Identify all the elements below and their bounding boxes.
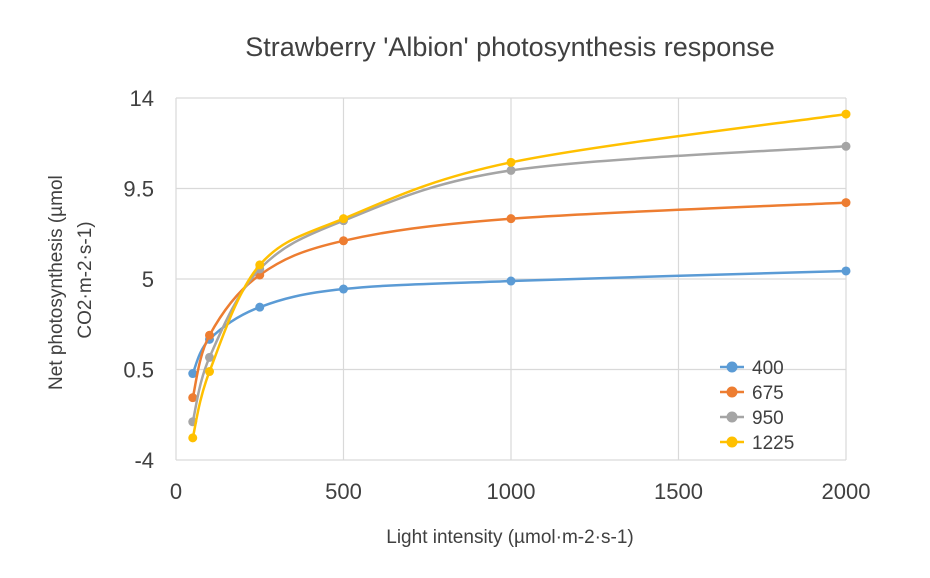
data-point-400 <box>506 276 516 286</box>
series-line-675 <box>191 201 847 398</box>
series-line-1225 <box>191 112 847 439</box>
x-tick-label: 1500 <box>654 479 703 504</box>
y-axis-title-line-2: CO2·m-2·s-1) <box>75 221 96 338</box>
x-tick-label: 0 <box>170 479 182 504</box>
legend-label-675: 675 <box>752 383 784 404</box>
data-point-400 <box>188 369 198 379</box>
data-point-1225 <box>205 367 214 377</box>
data-point-1225 <box>506 157 516 167</box>
data-point-400 <box>339 284 348 294</box>
legend-label-950: 950 <box>752 408 784 429</box>
x-axis-ticks: 0 500 1000 1500 2000 <box>170 479 871 504</box>
data-point-1225 <box>255 260 265 270</box>
y-axis-ticks: 14 9.5 5 0.5 -4 <box>123 86 154 473</box>
data-point-1225 <box>188 433 198 443</box>
chart-title: Strawberry 'Albion' photosynthesis respo… <box>245 32 775 62</box>
x-tick-label: 1000 <box>487 479 536 504</box>
data-point-675 <box>205 330 214 340</box>
data-point-950 <box>506 165 516 175</box>
series-line-950 <box>191 145 847 423</box>
y-axis-title: Net photosynthesis (µmol CO2·m-2·s-1) <box>46 170 96 390</box>
data-point-675 <box>188 393 198 403</box>
legend-marker-400 <box>726 361 738 373</box>
y-axis-title-line-1: Net photosynthesis (µmol <box>46 175 67 390</box>
series-layer <box>188 109 851 443</box>
data-point-1225 <box>339 214 348 224</box>
legend: 400 675 950 1225 <box>720 358 794 454</box>
legend-marker-1225 <box>726 436 738 448</box>
data-point-950 <box>205 352 214 362</box>
data-point-675 <box>841 198 851 208</box>
legend-label-400: 400 <box>752 358 784 379</box>
x-tick-label: 2000 <box>822 479 871 504</box>
data-point-400 <box>841 266 851 276</box>
data-point-1225 <box>841 109 851 119</box>
y-tick-label: 0.5 <box>123 358 154 383</box>
x-axis-title: Light intensity (µmol·m-2·s-1) <box>386 527 633 548</box>
legend-marker-675 <box>726 386 738 398</box>
data-point-950 <box>841 141 851 151</box>
legend-marker-950 <box>726 411 738 423</box>
series-1225 <box>188 109 851 443</box>
x-tick-label: 500 <box>325 479 362 504</box>
data-point-400 <box>255 302 265 312</box>
legend-label-1225: 1225 <box>752 433 794 454</box>
y-tick-label: 14 <box>130 86 154 111</box>
y-tick-label: -4 <box>134 448 154 473</box>
data-point-675 <box>339 236 348 246</box>
y-tick-label: 5 <box>142 267 154 292</box>
y-tick-label: 9.5 <box>123 177 154 202</box>
data-point-675 <box>506 214 516 224</box>
series-line-400 <box>191 269 847 375</box>
